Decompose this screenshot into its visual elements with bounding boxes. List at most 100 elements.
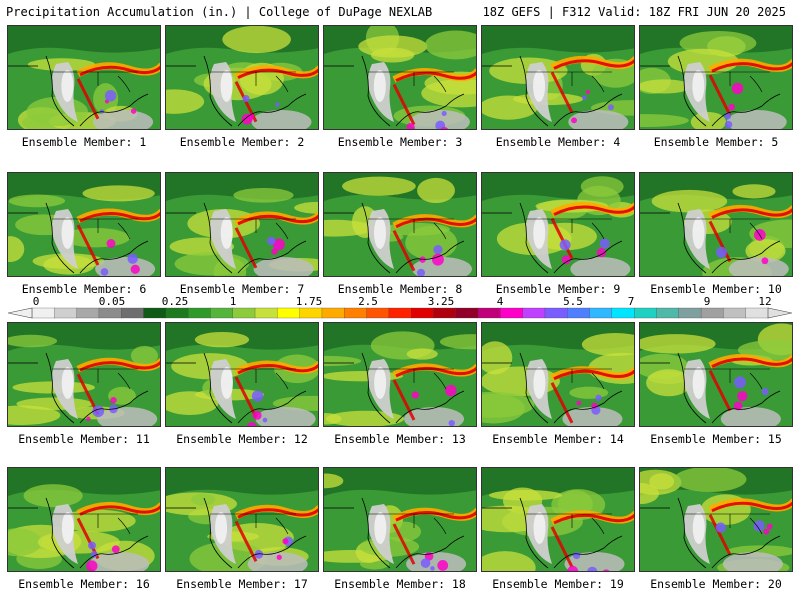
precip-map — [323, 172, 477, 277]
precip-map — [639, 467, 793, 572]
colorbar-tick-label: 0.25 — [161, 295, 189, 308]
colorbar: 0 0.05 0.25 1 1.75 2.5 3.25 4 5.5 7 9 12 — [8, 295, 792, 320]
colorbar-swatch — [500, 307, 524, 319]
colorbar-tick-label: 0 — [32, 295, 40, 308]
precip-field — [482, 173, 634, 276]
colorbar-scale — [8, 307, 792, 319]
precip-map — [639, 322, 793, 427]
colorbar-swatch — [54, 307, 78, 319]
colorbar-tick-label: 1.75 — [295, 295, 323, 308]
valid-time: 18Z GEFS | F312 Valid: 18Z FRI JUN 20 20… — [482, 5, 786, 19]
precip-map — [481, 467, 635, 572]
colorbar-tick-label: 9 — [703, 295, 711, 308]
precip-map — [165, 467, 319, 572]
colorbar-swatch — [455, 307, 479, 319]
page-title: Precipitation Accumulation (in.) | Colle… — [6, 5, 433, 19]
ensemble-panel: Ensemble Member: 1 — [7, 25, 161, 149]
colorbar-tick-label: 3.25 — [427, 295, 455, 308]
panel-caption: Ensemble Member: 14 — [492, 432, 624, 446]
precip-map — [481, 25, 635, 130]
precip-field — [324, 173, 476, 276]
panel-caption: Ensemble Member: 8 — [337, 282, 463, 296]
colorbar-swatch — [187, 307, 212, 319]
precip-map — [165, 25, 319, 130]
colorbar-tick-label: 7 — [627, 295, 635, 308]
colorbar-swatch — [232, 307, 256, 319]
precip-map — [7, 467, 161, 572]
colorbar-swatch — [544, 307, 568, 319]
colorbar-swatch — [165, 307, 189, 319]
ensemble-panel: Ensemble Member: 13 — [323, 322, 477, 446]
panel-caption: Ensemble Member: 5 — [653, 135, 779, 149]
ensemble-panel: Ensemble Member: 18 — [323, 467, 477, 591]
panel-caption: Ensemble Member: 16 — [18, 577, 150, 591]
precip-field — [640, 323, 792, 426]
colorbar-swatch — [634, 307, 658, 319]
precip-field — [482, 26, 634, 129]
precip-map — [7, 25, 161, 130]
precip-field — [8, 173, 160, 276]
colorbar-swatch — [522, 307, 546, 319]
panel-caption: Ensemble Member: 20 — [650, 577, 782, 591]
colorbar-swatch — [254, 307, 278, 319]
panel-caption: Ensemble Member: 19 — [492, 577, 624, 591]
precip-field — [166, 323, 318, 426]
colorbar-swatch — [477, 307, 502, 319]
ensemble-panel: Ensemble Member: 3 — [323, 25, 477, 149]
precip-field — [8, 468, 160, 571]
panel-caption: Ensemble Member: 18 — [334, 577, 466, 591]
colorbar-tick-label: 2.5 — [358, 295, 378, 308]
precip-map — [165, 322, 319, 427]
colorbar-swatch — [121, 307, 145, 319]
precip-field — [482, 468, 634, 571]
precip-map — [481, 322, 635, 427]
precip-field — [8, 26, 160, 129]
precip-map — [7, 322, 161, 427]
header: Precipitation Accumulation (in.) | Colle… — [0, 0, 800, 24]
ensemble-panel: Ensemble Member: 20 — [639, 467, 793, 591]
colorbar-tick-label: 12 — [758, 295, 772, 308]
ensemble-panel: Ensemble Member: 19 — [481, 467, 635, 591]
precip-field — [324, 468, 476, 571]
panel-caption: Ensemble Member: 10 — [650, 282, 782, 296]
colorbar-swatch — [411, 307, 435, 319]
precip-map — [7, 172, 161, 277]
colorbar-arrow-right — [767, 307, 792, 319]
panel-caption: Ensemble Member: 17 — [176, 577, 308, 591]
colorbar-swatch — [366, 307, 390, 319]
ensemble-panel: Ensemble Member: 4 — [481, 25, 635, 149]
precip-field — [640, 173, 792, 276]
ensemble-panel: Ensemble Member: 15 — [639, 322, 793, 446]
precip-field — [640, 468, 792, 571]
precip-field — [324, 323, 476, 426]
precip-map — [323, 322, 477, 427]
ensemble-panel: Ensemble Member: 12 — [165, 322, 319, 446]
colorbar-tick-label: 5.5 — [563, 295, 583, 308]
precip-map — [323, 25, 477, 130]
panel-caption: Ensemble Member: 12 — [176, 432, 308, 446]
precip-field — [324, 26, 476, 129]
panel-caption: Ensemble Member: 11 — [18, 432, 150, 446]
ensemble-panel: Ensemble Member: 10 — [639, 172, 793, 296]
precip-field — [640, 26, 792, 129]
ensemble-panel: Ensemble Member: 8 — [323, 172, 477, 296]
colorbar-swatch — [344, 307, 368, 319]
colorbar-swatch — [745, 307, 769, 319]
precip-field — [166, 173, 318, 276]
ensemble-panel: Ensemble Member: 11 — [7, 322, 161, 446]
precip-field — [482, 323, 634, 426]
panel-caption: Ensemble Member: 2 — [179, 135, 305, 149]
colorbar-arrow-left — [8, 307, 33, 319]
colorbar-swatch — [143, 307, 167, 319]
precip-field — [8, 323, 160, 426]
colorbar-swatch — [299, 307, 323, 319]
colorbar-swatch — [611, 307, 635, 319]
colorbar-swatch — [723, 307, 747, 319]
colorbar-swatch — [678, 307, 702, 319]
colorbar-swatch — [31, 307, 55, 319]
colorbar-labels: 0 0.05 0.25 1 1.75 2.5 3.25 4 5.5 7 9 12 — [8, 295, 792, 308]
panel-caption: Ensemble Member: 9 — [495, 282, 621, 296]
colorbar-swatch — [277, 307, 301, 319]
panel-caption: Ensemble Member: 13 — [334, 432, 466, 446]
